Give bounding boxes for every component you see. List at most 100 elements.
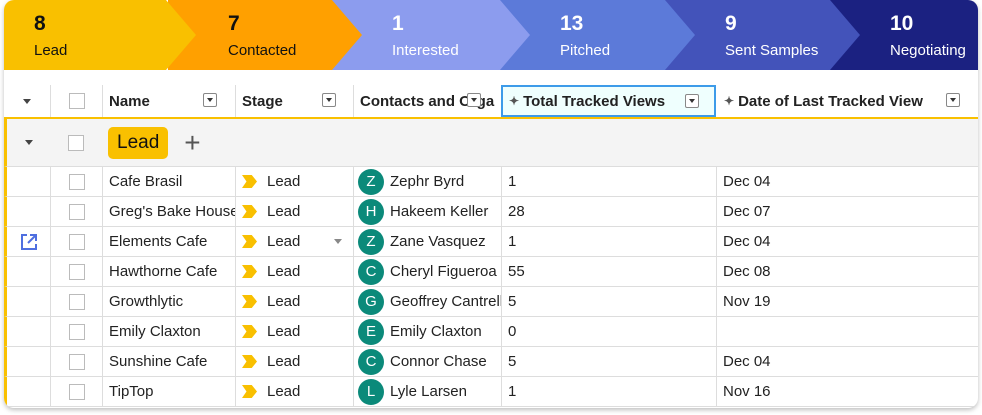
avatar: L <box>358 378 384 405</box>
views-cell[interactable]: 0 <box>501 317 716 346</box>
column-menu-dropdown[interactable] <box>685 94 699 108</box>
table-row[interactable]: Growthlytic Lead G Geoffrey Cantrell 5 No… <box>4 287 978 317</box>
pipeline-stage-lead[interactable]: 8 Lead <box>4 0 196 70</box>
views-cell[interactable]: 28 <box>501 197 716 226</box>
pipeline-stage-sent-samples[interactable]: 9 Sent Samples <box>665 0 860 70</box>
date-value: Dec 04 <box>723 353 771 370</box>
row-checkbox[interactable] <box>68 383 85 400</box>
column-menu-dropdown[interactable] <box>203 93 217 107</box>
table-row[interactable]: Hawthorne Cafe Lead C Cheryl Figueroa 55 … <box>4 257 978 287</box>
pipeline-stage-contacted[interactable]: 7 Contacted <box>168 0 362 70</box>
date-cell[interactable]: Dec 04 <box>716 227 978 256</box>
pipeline-stage-pitched[interactable]: 13 Pitched <box>500 0 695 70</box>
column-menu-dropdown[interactable] <box>946 93 960 107</box>
contact-name: Zane Vasquez <box>390 233 486 250</box>
row-checkbox[interactable] <box>68 293 85 310</box>
stage-count: 13 <box>560 12 584 35</box>
open-record-icon[interactable] <box>20 233 38 251</box>
date-cell[interactable]: Nov 16 <box>716 377 978 406</box>
date-cell[interactable]: Dec 04 <box>716 167 978 196</box>
column-header-total-tracked-views[interactable]: ✦ Total Tracked Views <box>501 85 716 117</box>
table-row[interactable]: Sunshine Cafe Lead C Connor Chase 5 Dec 0… <box>4 347 978 377</box>
name-cell[interactable]: TipTop <box>102 377 235 406</box>
group-row-lead: Lead + <box>4 117 978 167</box>
contact-cell[interactable]: L Lyle Larsen <box>353 377 501 406</box>
group-select-checkbox[interactable] <box>68 134 84 151</box>
table-row[interactable]: Greg's Bake House Lead H Hakeem Keller 28… <box>4 197 978 227</box>
avatar: E <box>358 318 384 345</box>
company-name: Greg's Bake House <box>109 203 235 220</box>
views-cell[interactable]: 5 <box>501 287 716 316</box>
row-checkbox[interactable] <box>68 323 85 340</box>
row-checkbox[interactable] <box>68 173 85 190</box>
sparkle-icon: ✦ <box>509 94 520 108</box>
stage-count: 7 <box>228 12 240 35</box>
plus-icon[interactable]: + <box>184 126 201 158</box>
column-menu-dropdown[interactable] <box>467 93 481 107</box>
column-stage-label: Stage <box>242 92 283 110</box>
name-cell[interactable]: Growthlytic <box>102 287 235 316</box>
date-cell[interactable] <box>716 317 978 346</box>
stage-label: Sent Samples <box>725 42 819 59</box>
date-cell[interactable]: Nov 19 <box>716 287 978 316</box>
stage-cell[interactable]: Lead <box>235 227 353 256</box>
row-checkbox[interactable] <box>68 203 85 220</box>
views-cell[interactable]: 1 <box>501 377 716 406</box>
stage-cell[interactable]: Lead <box>235 197 353 226</box>
table-row[interactable]: Elements Cafe Lead Z Zane Vasquez 1 Dec 0… <box>4 227 978 257</box>
column-menu-dropdown[interactable] <box>322 93 336 107</box>
row-checkbox[interactable] <box>68 233 85 250</box>
caret-down-icon <box>23 98 31 104</box>
stage-cell[interactable]: Lead <box>235 377 353 406</box>
row-checkbox[interactable] <box>68 353 85 370</box>
column-header-name[interactable]: Name <box>102 85 235 117</box>
stage-label: Lead <box>34 42 68 59</box>
name-cell[interactable]: Emily Claxton <box>102 317 235 346</box>
contact-cell[interactable]: Z Zane Vasquez <box>353 227 501 256</box>
stage-cell[interactable]: Lead <box>235 167 353 196</box>
date-cell[interactable]: Dec 08 <box>716 257 978 286</box>
name-cell[interactable]: Sunshine Cafe <box>102 347 235 376</box>
company-name: Cafe Brasil <box>109 173 183 190</box>
views-cell[interactable]: 55 <box>501 257 716 286</box>
name-cell[interactable]: Cafe Brasil <box>102 167 235 196</box>
stage-label: Lead <box>267 173 301 190</box>
date-cell[interactable]: Dec 04 <box>716 347 978 376</box>
stage-label: Lead <box>267 293 301 310</box>
table-row[interactable]: TipTop Lead L Lyle Larsen 1 Nov 16 <box>4 377 978 407</box>
column-header-contacts[interactable]: Contacts and Orga <box>353 85 501 117</box>
contact-cell[interactable]: Z Zephr Byrd <box>353 167 501 196</box>
contact-cell[interactable]: G Geoffrey Cantrell <box>353 287 501 316</box>
stage-cell[interactable]: Lead <box>235 317 353 346</box>
views-cell[interactable]: 5 <box>501 347 716 376</box>
stage-label: Lead <box>267 353 301 370</box>
stage-cell[interactable]: Lead <box>235 257 353 286</box>
stage-count: 1 <box>392 12 404 35</box>
contact-cell[interactable]: H Hakeem Keller <box>353 197 501 226</box>
table-row[interactable]: Cafe Brasil Lead Z Zephr Byrd 1 Dec 04 <box>4 167 978 197</box>
stage-chevron-icon <box>242 175 257 188</box>
table-row[interactable]: Emily Claxton Lead E Emily Claxton 0 <box>4 317 978 347</box>
row-checkbox[interactable] <box>68 263 85 280</box>
select-all-checkbox[interactable] <box>68 93 85 109</box>
stage-label: Lead <box>267 383 301 400</box>
stage-cell[interactable]: Lead <box>235 347 353 376</box>
group-collapse-toggle[interactable] <box>7 119 50 166</box>
date-cell[interactable]: Dec 07 <box>716 197 978 226</box>
contact-cell[interactable]: C Cheryl Figueroa <box>353 257 501 286</box>
views-value: 5 <box>508 353 517 370</box>
views-cell[interactable]: 1 <box>501 167 716 196</box>
column-header-stage[interactable]: Stage <box>235 85 353 117</box>
name-cell[interactable]: Hawthorne Cafe <box>102 257 235 286</box>
stage-cell[interactable]: Lead <box>235 287 353 316</box>
collapse-all-toggle[interactable] <box>4 85 50 117</box>
name-cell[interactable]: Greg's Bake House <box>102 197 235 226</box>
contact-cell[interactable]: C Connor Chase <box>353 347 501 376</box>
date-value: Nov 19 <box>723 293 771 310</box>
contact-cell[interactable]: E Emily Claxton <box>353 317 501 346</box>
stage-dropdown-caret-icon[interactable] <box>334 239 342 244</box>
column-header-date-last-view[interactable]: ✦ Date of Last Tracked View <box>718 85 978 117</box>
views-cell[interactable]: 1 <box>501 227 716 256</box>
pipeline-stage-interested[interactable]: 1 Interested <box>332 0 530 70</box>
name-cell[interactable]: Elements Cafe <box>102 227 235 256</box>
